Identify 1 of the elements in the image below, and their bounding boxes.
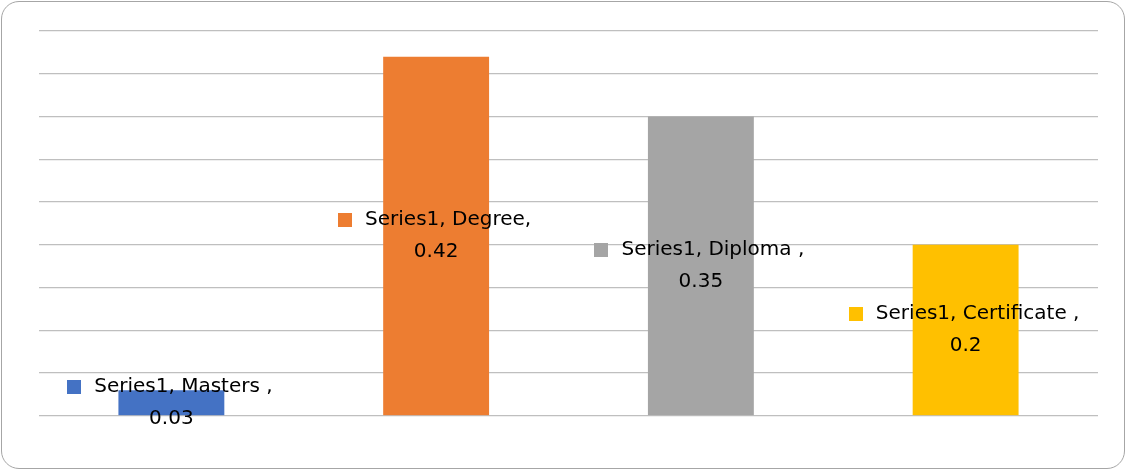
- data-label: Series1, Diploma , 0.35: [621, 236, 805, 293]
